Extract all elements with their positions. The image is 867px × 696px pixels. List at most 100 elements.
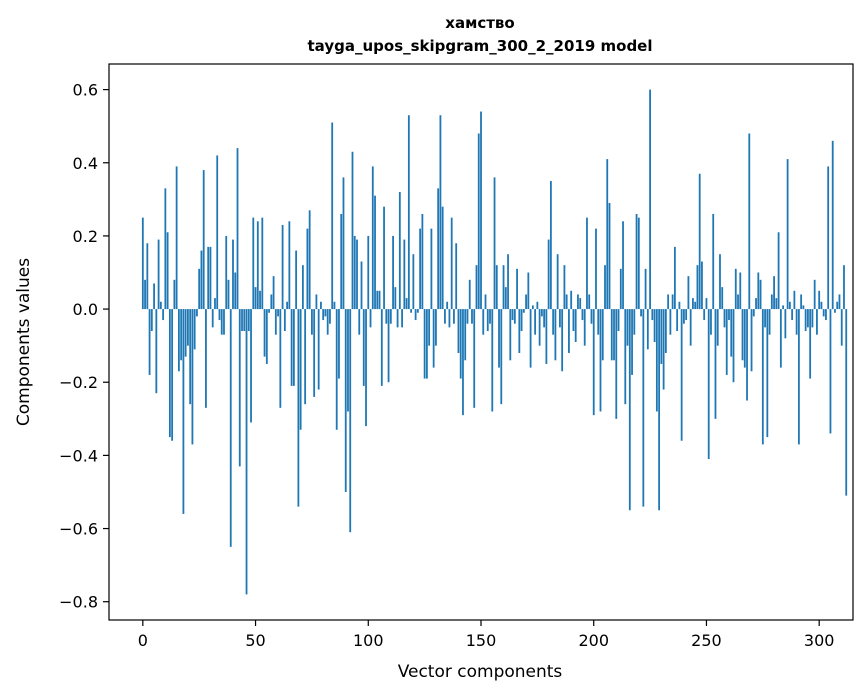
bar-55 [265,309,268,364]
bar-282 [777,232,780,310]
bar-83 [329,309,331,324]
bar-243 [689,309,692,346]
bar-161 [504,287,507,310]
bar-203 [599,309,602,412]
bar-216 [628,309,631,511]
bar-248 [701,261,703,310]
bar-160 [502,265,505,310]
bar-140 [457,309,460,353]
bar-299 [816,309,818,335]
bar-291 [797,309,800,445]
bar-38 [227,279,230,310]
bar-132 [439,115,442,310]
bar-259 [725,309,728,375]
bar-14 [173,279,176,310]
bar-206 [606,159,609,310]
bar-310 [840,309,843,346]
bar-110 [389,309,392,324]
bar-130 [435,309,437,346]
x-tick-label: 200 [578,631,609,650]
bar-256 [719,254,721,310]
bar-211 [617,309,620,332]
bar-51 [256,221,259,310]
bar-96 [358,309,361,335]
bar-67 [292,309,295,386]
bar-series [141,89,848,595]
bar-180 [547,239,550,310]
bar-236 [673,246,676,310]
bar-244 [692,298,694,310]
bar-308 [836,301,839,310]
bar-39 [229,309,232,547]
bar-288 [791,309,794,321]
bar-141 [459,309,462,379]
bar-168 [520,309,523,332]
bar-75 [311,309,313,335]
bar-144 [466,309,469,324]
y-tick-label: −0.8 [59,593,98,612]
bar-270 [750,309,753,372]
bar-272 [755,298,757,310]
bar-187 [563,265,566,310]
bar-82 [326,309,329,335]
bar-86 [335,309,338,430]
bar-2 [146,243,149,310]
bar-16 [177,309,180,372]
bar-199 [590,309,593,324]
bar-64 [286,301,289,310]
bar-232 [664,309,667,353]
bar-285 [784,309,787,339]
chart-title-line2: tayga_upos_skipgram_300_2_2019 model [308,37,653,55]
bar-20 [187,309,189,346]
bar-159 [500,309,503,405]
bar-281 [775,298,778,310]
bar-241 [685,309,688,321]
bar-204 [601,309,604,361]
bar-262 [732,309,735,383]
bar-212 [619,268,622,310]
x-tick-label: 150 [466,631,497,650]
bar-7 [157,239,160,310]
bar-52 [259,290,261,310]
bar-145 [468,279,471,310]
bar-191 [572,309,575,332]
bar-65 [288,221,291,310]
bar-309 [838,294,841,310]
bar-261 [730,309,733,357]
bar-273 [757,272,760,310]
bar-122 [416,309,419,313]
bar-91 [347,309,349,412]
bar-278 [768,309,771,335]
bar-171 [527,272,530,310]
bar-252 [710,309,712,335]
bar-62 [281,224,284,310]
bar-266 [741,309,744,361]
bar-284 [782,305,785,310]
bar-56 [268,309,270,313]
bar-35 [220,309,223,335]
bar-164 [511,309,514,321]
bar-153 [486,309,489,332]
bar-112 [394,287,397,310]
bar-78 [317,309,320,390]
bar-293 [802,305,805,310]
bar-87 [338,309,340,379]
bar-116 [403,239,406,310]
bar-104 [376,290,379,310]
bar-215 [626,309,629,346]
bar-214 [624,309,627,405]
bar-37 [225,235,228,310]
bar-137 [450,217,453,310]
bar-218 [633,309,636,335]
bar-77 [315,294,318,310]
bar-201 [595,228,597,310]
bar-184 [556,254,559,310]
bar-306 [831,140,834,310]
bar-147 [473,309,476,408]
bar-155 [491,309,494,412]
bar-142 [462,309,464,416]
bar-290 [795,309,798,335]
bar-44 [241,309,243,332]
bar-196 [583,309,586,346]
bar-194 [579,298,582,310]
